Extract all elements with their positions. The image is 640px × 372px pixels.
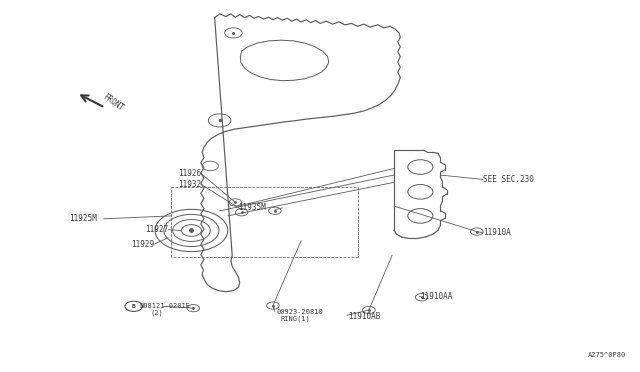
- Text: 11926: 11926: [178, 169, 201, 178]
- Text: B08121-0201E: B08121-0201E: [140, 303, 190, 309]
- Text: SEE SEC.230: SEE SEC.230: [483, 175, 534, 184]
- Text: 00923-20810: 00923-20810: [276, 309, 323, 315]
- Text: 11932: 11932: [178, 180, 201, 189]
- Text: 11929: 11929: [131, 240, 154, 249]
- Text: RING(1): RING(1): [280, 315, 310, 321]
- Text: 11910A: 11910A: [483, 228, 511, 237]
- Text: 11910AA: 11910AA: [420, 292, 452, 301]
- Text: 11910AB: 11910AB: [348, 312, 381, 321]
- Text: FRONT: FRONT: [100, 93, 125, 113]
- Text: 11927: 11927: [145, 225, 168, 234]
- Text: (2): (2): [150, 310, 163, 316]
- Text: A275^0P80: A275^0P80: [588, 352, 626, 358]
- Text: B: B: [132, 304, 136, 309]
- Text: 11925M: 11925M: [69, 214, 97, 223]
- Text: 11935M: 11935M: [239, 203, 266, 212]
